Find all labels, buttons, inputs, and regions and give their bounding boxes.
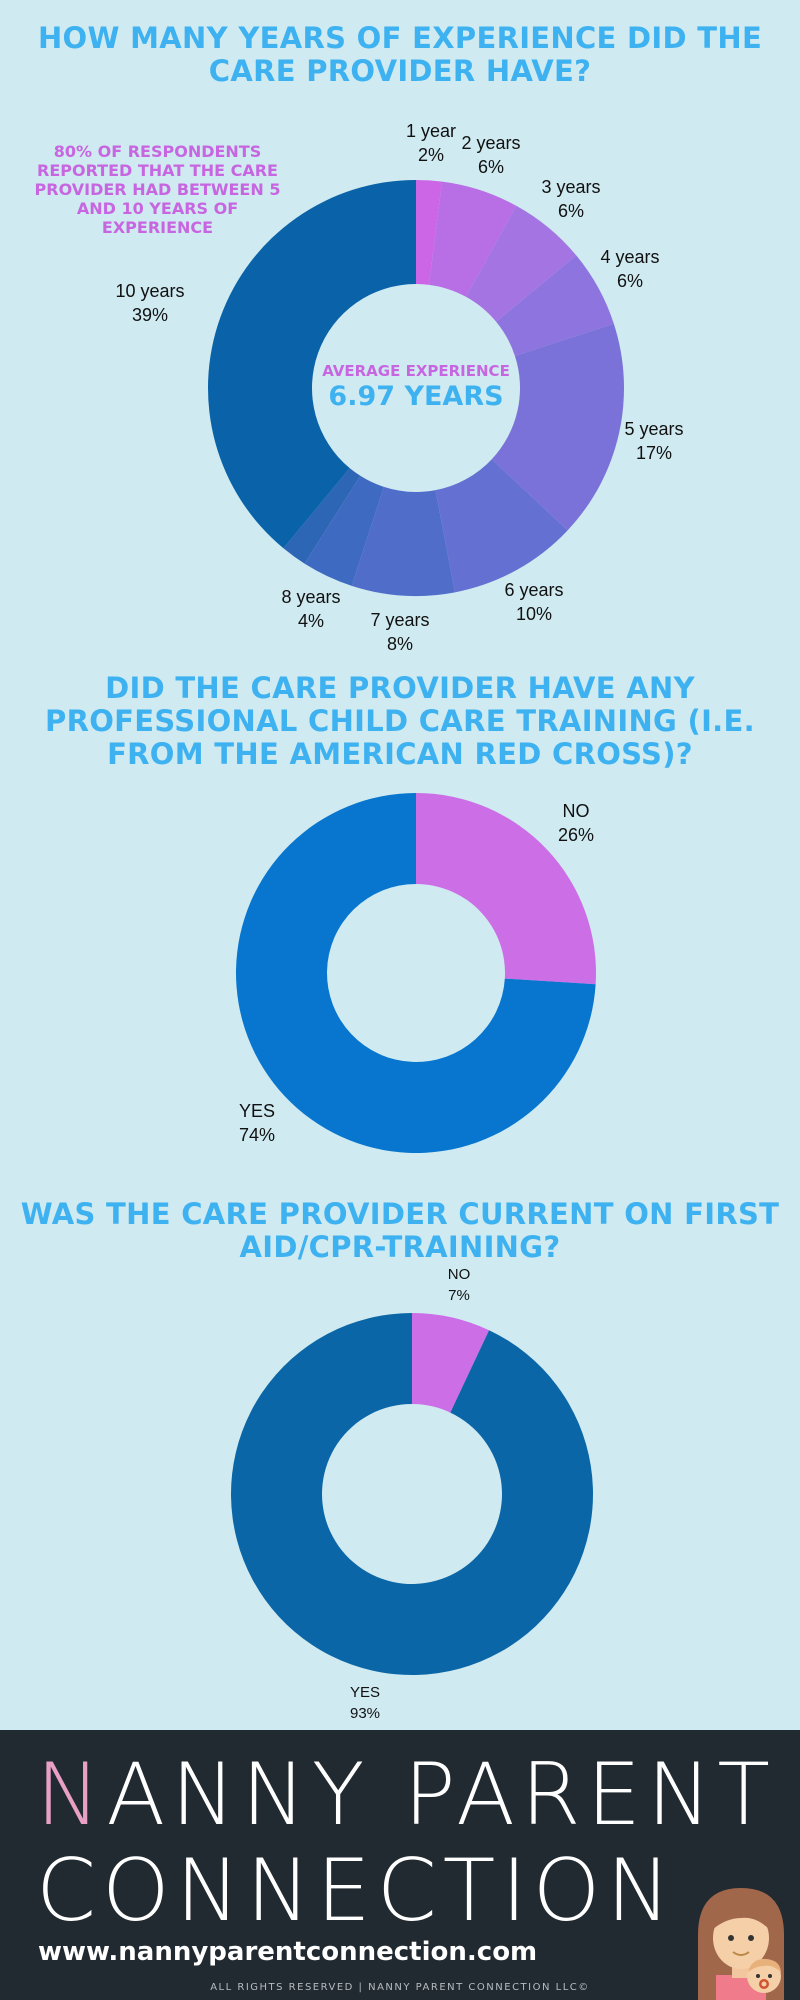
chart3-donut: NO 7% YES 93% [230,1266,593,1722]
chart1-label-6: 7 years 8% [370,610,429,654]
chart2-label-1: YES 74% [239,1101,275,1145]
chart3-slice-0 [412,1313,490,1413]
chart3-label-1: YES 93% [350,1684,380,1722]
chart1-center-value: 6.97 YEARS [328,381,504,412]
chart1-slice-3 [496,255,614,356]
brand-logo-line2: CONNECTION [36,1841,677,1941]
chart1-label-1: 2 years 6% [461,133,520,177]
chart1-slice-7 [304,475,384,586]
chart1-slice-5 [435,459,568,593]
chart1-slice-0 [416,180,443,285]
nanny-with-baby-icon [698,1888,784,2000]
chart1-label-9: 10 years 39% [115,281,184,325]
chart1-annotation: 80% OF RESPONDENTS REPORTED THAT THE CAR… [34,142,281,237]
chart1-label-7: 8 years 4% [281,587,340,631]
chart1-slice-1 [429,181,517,297]
chart2-title: DID THE CARE PROVIDER HAVE ANY PROFESSIO… [45,671,755,771]
brand-initial: N [36,1745,107,1845]
chart3-title: WAS THE CARE PROVIDER CURRENT ON FIRST A… [20,1197,780,1264]
chart1-label-3: 4 years 6% [600,247,659,291]
chart1-slice-2 [466,205,577,322]
chart1-label-5: 6 years 10% [504,580,563,624]
chart1-label-0: 1 year 2% [406,121,456,165]
chart2-donut: NO 26% YES 74% [236,793,596,1153]
chart1-title: HOW MANY YEARS OF EXPERIENCE DID THE CAR… [37,21,763,88]
chart1-slice-4 [491,323,624,531]
website-link[interactable]: www.nannyparentconnection.com [38,1937,538,1967]
chart1-slice-6 [351,486,455,597]
brand-line1-text: ANNY PARENT [106,1745,776,1845]
chart1-center-label: AVERAGE EXPERIENCE [322,362,510,380]
chart3-label-0: NO 7% [448,1266,471,1304]
chart1-slice-8 [283,468,361,564]
chart3-slice-1 [230,1313,593,1675]
chart1-label-2: 3 years 6% [541,177,600,221]
copyright-text: ALL RIGHTS RESERVED | NANNY PARENT CONNE… [210,1982,590,1993]
chart1-label-4: 5 years 17% [624,419,683,463]
chart2-label-0: NO 26% [558,801,594,845]
brand-logo-line1: NANNY PARENT [36,1750,776,1840]
chart1-donut: 1 year 2%2 years 6% 3 years 6%4 years 6% 5 yea… [115,121,683,654]
chart1-slice-9 [207,180,416,549]
chart2-slice-0 [416,793,596,985]
footer: NANNY PARENT CONNECTION www.nannyparentc… [0,1730,800,2000]
chart2-slice-1 [236,793,596,1153]
